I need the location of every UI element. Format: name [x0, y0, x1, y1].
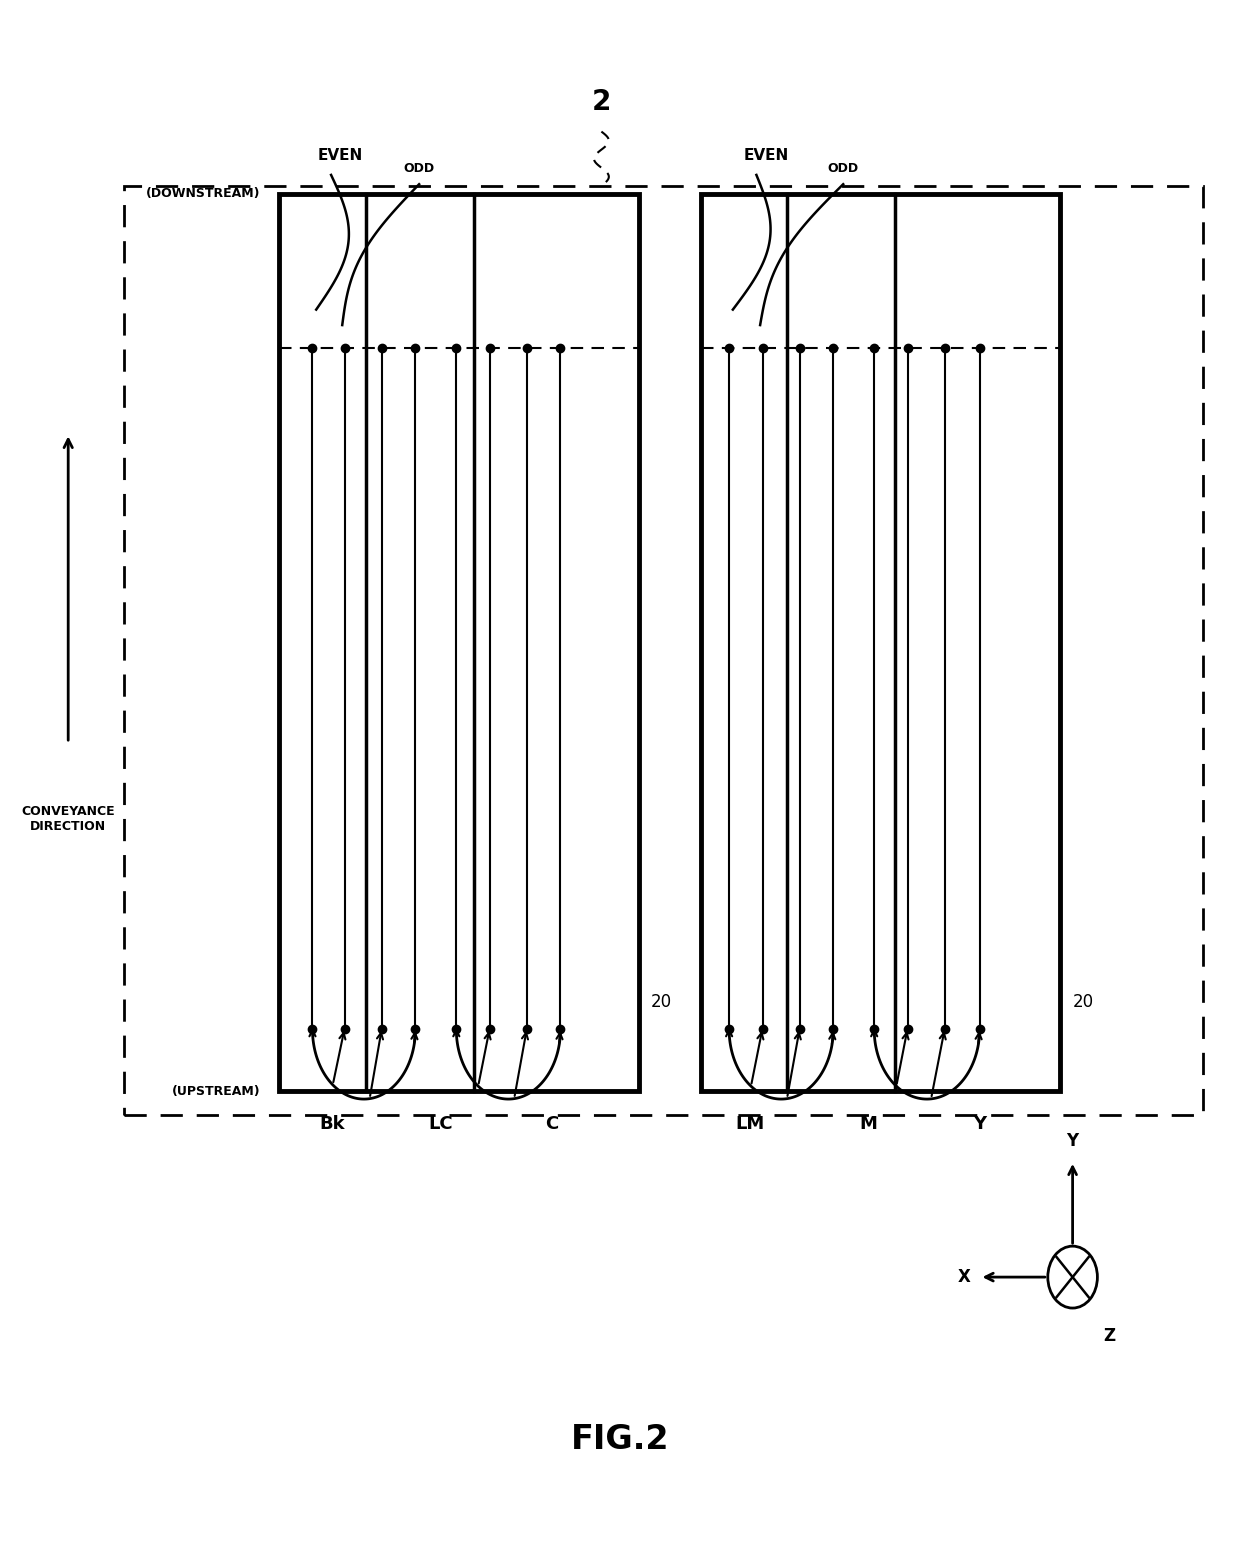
Text: FIG.2: FIG.2 [570, 1423, 670, 1457]
Text: CONVEYANCE
DIRECTION: CONVEYANCE DIRECTION [21, 805, 115, 833]
Text: Y: Y [973, 1115, 986, 1133]
Text: Bk: Bk [320, 1115, 345, 1133]
Text: (DOWNSTREAM): (DOWNSTREAM) [146, 187, 260, 200]
Text: (UPSTREAM): (UPSTREAM) [172, 1085, 260, 1098]
Text: ODD: ODD [403, 163, 434, 175]
Text: 20: 20 [651, 992, 672, 1011]
Text: M: M [859, 1115, 877, 1133]
Text: X: X [959, 1268, 971, 1286]
Text: LM: LM [735, 1115, 765, 1133]
Text: Y: Y [1066, 1132, 1079, 1150]
Text: 2: 2 [591, 88, 611, 116]
Text: LC: LC [428, 1115, 453, 1133]
Text: 20: 20 [1073, 992, 1094, 1011]
Text: C: C [546, 1115, 558, 1133]
Text: EVEN: EVEN [744, 147, 789, 163]
Text: ODD: ODD [827, 163, 858, 175]
Text: EVEN: EVEN [319, 147, 363, 163]
Text: Z: Z [1104, 1327, 1116, 1345]
